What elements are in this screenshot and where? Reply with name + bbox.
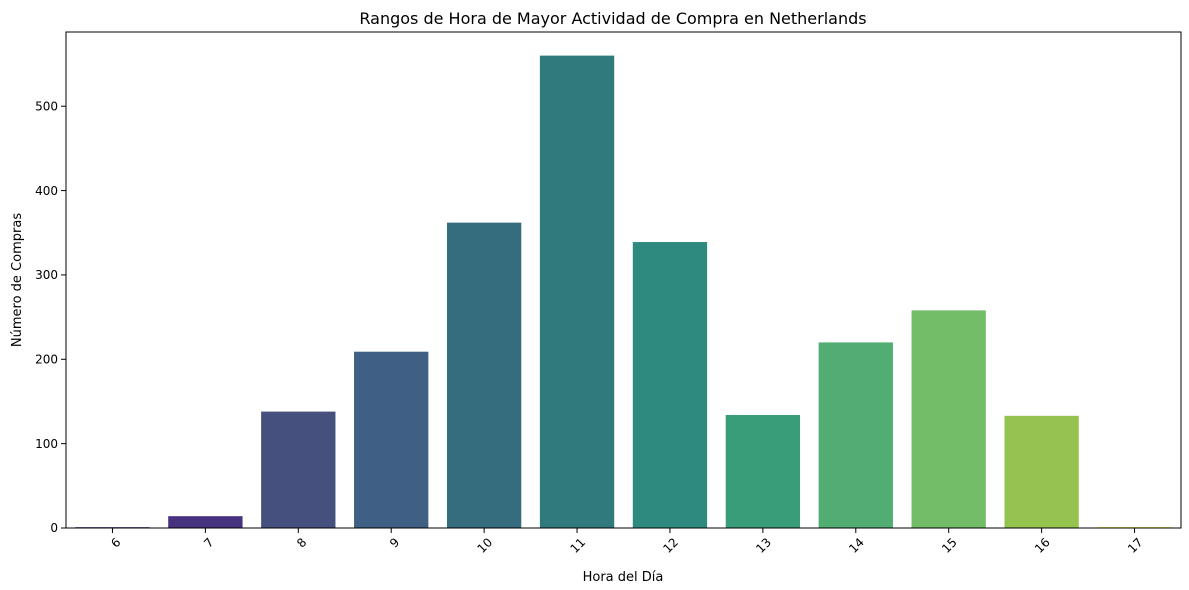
x-axis-label: Hora del Día — [583, 570, 664, 585]
y-tick-label-200: 200 — [35, 352, 58, 366]
x-tick-label-7: 7 — [201, 535, 216, 550]
x-tick-label-13: 13 — [753, 535, 774, 556]
x-tick-label-10: 10 — [475, 535, 496, 556]
bars-group — [75, 55, 1172, 529]
bar-10 — [446, 222, 522, 528]
bar-7 — [168, 516, 243, 528]
y-tick-label-100: 100 — [35, 437, 58, 451]
x-tick-label-9: 9 — [387, 535, 402, 550]
y-axis: 0 100 200 300 400 500 — [35, 99, 66, 535]
y-tick-label-0: 0 — [50, 521, 58, 535]
bar-9 — [354, 351, 429, 528]
bar-15 — [911, 310, 986, 528]
y-tick-label-400: 400 — [35, 184, 58, 198]
x-tick-label-14: 14 — [846, 535, 867, 556]
bar-16 — [1004, 415, 1079, 528]
x-tick-label-16: 16 — [1032, 535, 1053, 556]
chart-title: Rangos de Hora de Mayor Actividad de Com… — [359, 9, 866, 28]
x-tick-label-17: 17 — [1125, 535, 1146, 556]
bar-12 — [632, 242, 708, 529]
y-axis-label: Número de Compras — [10, 213, 25, 347]
x-tick-label-8: 8 — [294, 535, 309, 550]
x-tick-label-12: 12 — [660, 535, 681, 556]
y-tick-label-500: 500 — [35, 99, 58, 113]
bar-14 — [818, 342, 893, 528]
x-axis: 6 7 8 9 10 11 12 13 14 15 16 17 — [108, 528, 1146, 556]
bar-11 — [539, 55, 615, 529]
y-tick-label-300: 300 — [35, 268, 58, 282]
x-tick-label-6: 6 — [108, 535, 123, 550]
x-tick-label-15: 15 — [939, 535, 960, 556]
bar-8 — [261, 411, 336, 528]
bar-13 — [725, 414, 801, 528]
x-tick-label-11: 11 — [567, 535, 588, 556]
plot-frame — [65, 31, 1182, 529]
